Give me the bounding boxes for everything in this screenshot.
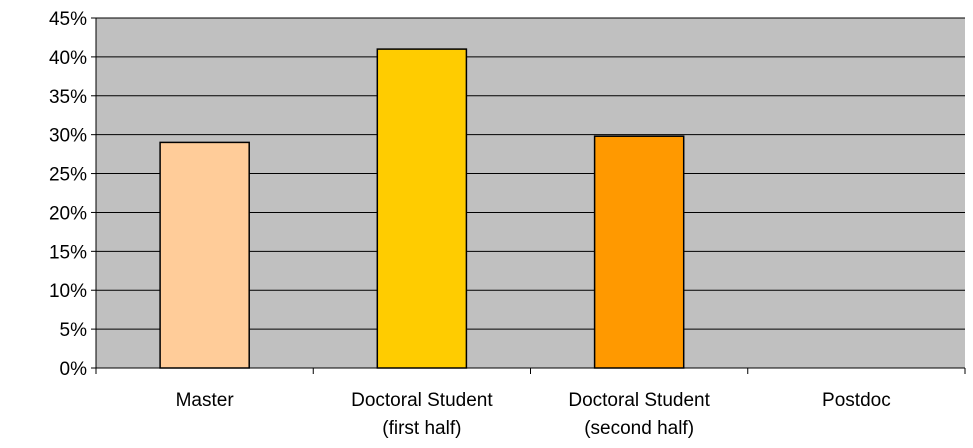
category-label: Doctoral Student (first half): [351, 390, 493, 439]
category-label: Doctoral Student (second half): [568, 390, 710, 439]
x-axis-labels: Master Doctoral Student (first half)Doctor…: [176, 390, 891, 439]
y-tick-label: 15%: [49, 242, 87, 263]
bar: [160, 142, 249, 368]
y-tick-label: 45%: [49, 9, 87, 30]
y-tick-label: 30%: [49, 126, 87, 147]
category-label: Postdoc: [822, 390, 891, 411]
category-label-line: Doctoral Student: [568, 390, 710, 411]
y-tick-label: 0%: [60, 359, 88, 380]
category-label-line: (second half): [584, 418, 694, 439]
y-tick-label: 5%: [60, 320, 88, 341]
category-label-line: Master: [176, 390, 235, 411]
y-tick-label: 20%: [49, 203, 87, 224]
y-tick-label: 10%: [49, 281, 87, 302]
bar: [377, 49, 466, 368]
category-label-line: Postdoc: [822, 390, 891, 411]
y-tick-label: 25%: [49, 165, 87, 186]
y-axis-ticks: 0% 5% 10% 15% 20% 25% 30% 35% 40% 45%: [49, 9, 96, 380]
category-label-line: (first half): [382, 418, 461, 439]
y-tick-label: 35%: [49, 87, 87, 108]
category-label-line: Doctoral Student: [351, 390, 493, 411]
bar: [595, 136, 684, 368]
y-tick-label: 40%: [49, 48, 87, 69]
category-label: Master: [176, 390, 235, 411]
